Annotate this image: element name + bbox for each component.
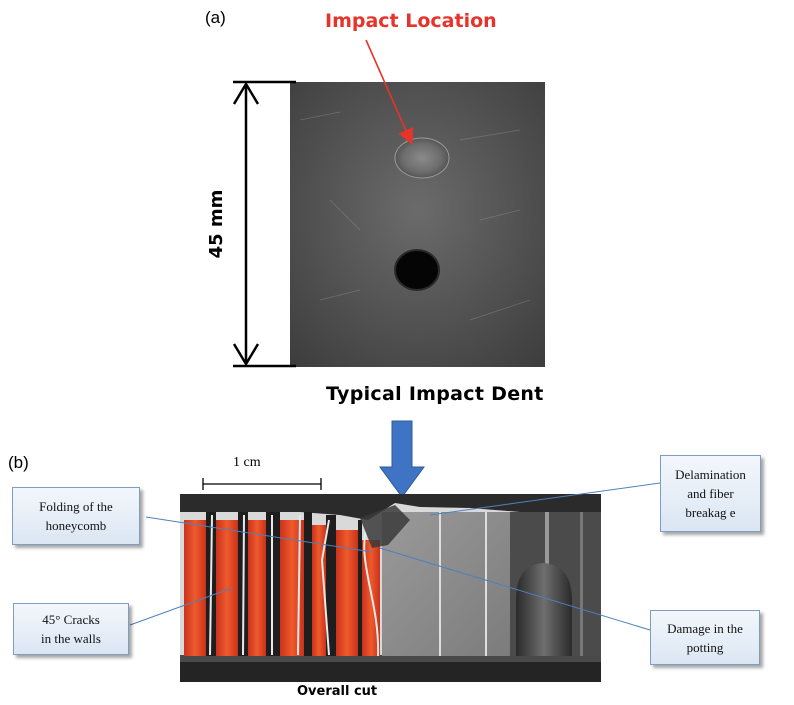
panel-b-caption: Overall cut [297,684,378,699]
section-arrow [379,420,425,498]
callout-folding-honeycomb: Folding of the honeycomb [12,487,140,545]
impact-location-label: Impact Location [325,10,497,32]
callout-cracks-walls: 45° Cracks in the walls [13,603,129,655]
panel-a-label: (a) [205,8,226,27]
panel-a-plate-photo [290,82,545,367]
cross-section-photo [180,494,601,682]
impact-pointer-arrow [365,39,414,145]
callout-delamination: Delamination and fiber breakag e [660,455,761,532]
scale-bar [202,478,322,490]
leader-lines [129,482,661,631]
impact-dent [394,137,450,179]
dimension-indicator [232,80,296,368]
callout-potting-damage: Damage in the potting [650,610,760,665]
dimension-label: 45 mm [206,190,227,259]
bolt-hole [394,249,440,291]
panel-a-caption: Typical Impact Dent [326,383,544,405]
scale-bar-label: 1 cm [233,455,261,470]
panel-b-label: (b) [8,453,29,472]
